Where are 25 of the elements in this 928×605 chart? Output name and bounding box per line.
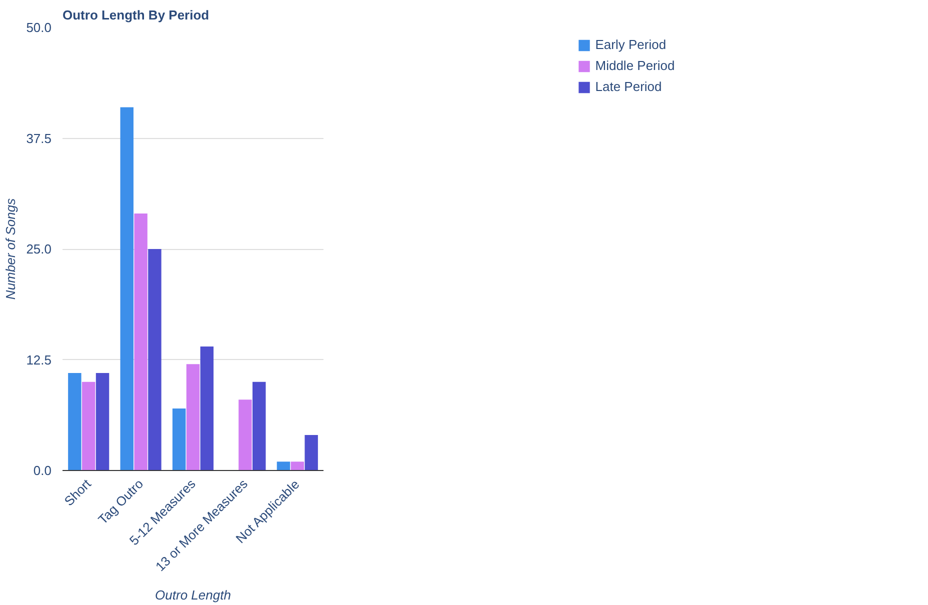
legend-label: Early Period [595,37,666,52]
bar [290,462,304,470]
bar [172,408,186,470]
bar [186,364,200,470]
bar [134,214,148,470]
bar [96,373,110,470]
chart-title: Outro Length By Period [62,8,210,22]
y-tick-label: 37.5 [26,130,52,146]
bar [276,462,290,470]
bar [68,373,82,470]
bar [252,382,266,470]
y-tick-label: 0.0 [33,463,52,478]
bar [120,107,134,470]
legend-label: Late Period [595,79,662,94]
y-tick-label: 12.5 [26,352,52,368]
x-axis-title: Outro Length [155,587,231,602]
bar [82,382,96,470]
y-tick-label: 50.0 [26,20,52,35]
bar [148,249,162,470]
legend-label: Middle Period [595,58,675,73]
bar [238,400,252,470]
y-tick-label: 25.0 [26,242,52,256]
bar [304,435,318,470]
y-axis-title: Number of Songs [3,198,18,300]
bar [200,346,214,470]
